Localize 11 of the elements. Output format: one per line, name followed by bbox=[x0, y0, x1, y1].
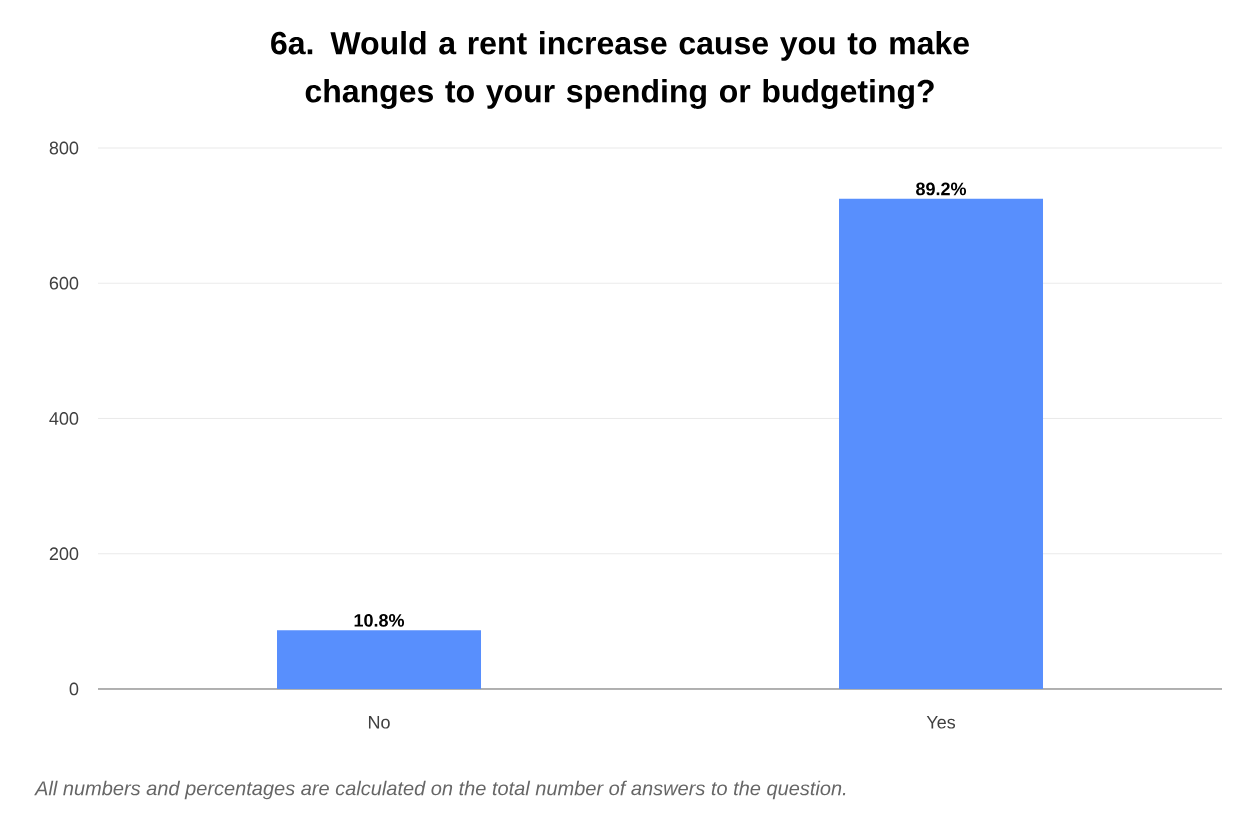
annotation: 10.8% bbox=[354, 614, 405, 627]
x-tick-label: Yes bbox=[926, 716, 956, 729]
text: All numbers and percentages are calculated on the total number of answers to the question. bbox=[34, 780, 846, 800]
y-tick-label: 600 bbox=[49, 276, 79, 290]
y-tick-label: 800 bbox=[49, 141, 79, 155]
x-tick-label: No bbox=[368, 716, 390, 729]
chart-title: 6a. Would a rent increase cause you to make changes to your spending or budgeting? bbox=[271, 31, 969, 109]
y-tick-label: 400 bbox=[49, 412, 79, 425]
annotation: 89.2% bbox=[916, 182, 967, 196]
y-tick-label: 0 bbox=[69, 682, 79, 696]
y-tick-label: 200 bbox=[49, 547, 79, 561]
